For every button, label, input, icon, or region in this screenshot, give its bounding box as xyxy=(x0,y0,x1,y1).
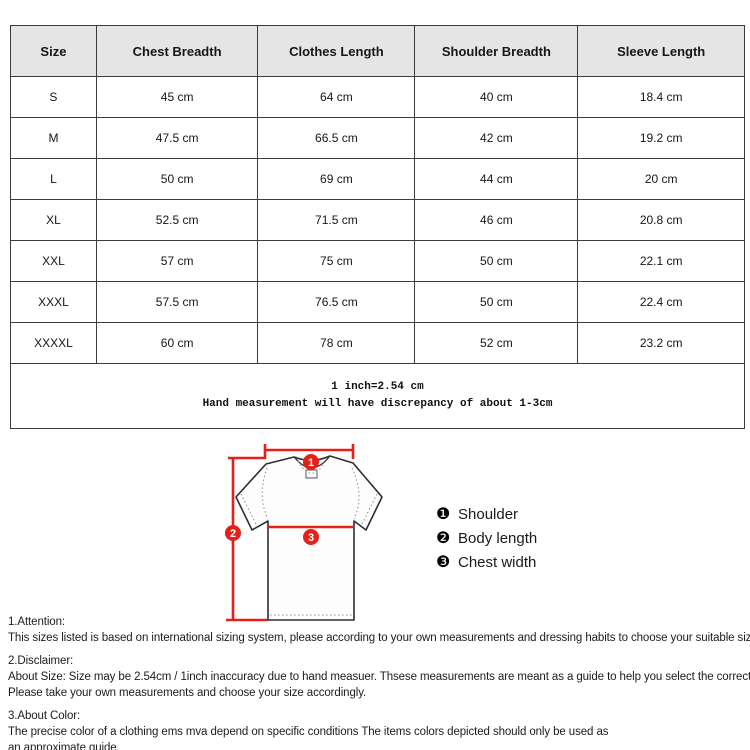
column-header-sleeve: Sleeve Length xyxy=(577,25,745,77)
length-cell: 71.5 cm xyxy=(257,199,416,241)
marker-body-length: 2 xyxy=(225,525,241,541)
column-header-chest: Chest Breadth xyxy=(95,25,259,77)
note-title: 2.Disclaimer: xyxy=(8,655,74,667)
shoulder-measure-line xyxy=(263,444,355,459)
sleeve-cell: 20 cm xyxy=(577,158,745,200)
chest-cell: 52.5 cm xyxy=(95,199,259,241)
note-disclaimer: 2.Disclaimer: About Size: Size may be 2.… xyxy=(8,653,750,701)
shoulder-cell: 46 cm xyxy=(414,199,579,241)
legend-label: Shoulder xyxy=(458,506,519,523)
note-line: an approximate guide. xyxy=(8,742,120,750)
table-row: XXXL 57.5 cm 76.5 cm 50 cm 22.4 cm xyxy=(10,281,745,323)
note-about-color: 3.About Color: The precise color of a cl… xyxy=(8,708,750,750)
svg-text:3: 3 xyxy=(308,532,314,544)
length-cell: 76.5 cm xyxy=(257,281,416,323)
table-row: XL 52.5 cm 71.5 cm 46 cm 20.8 cm xyxy=(10,199,745,241)
size-cell: L xyxy=(10,158,97,200)
sleeve-cell: 22.4 cm xyxy=(577,281,745,323)
measure-markers: 1 2 3 xyxy=(225,454,319,545)
table-row: S 45 cm 64 cm 40 cm 18.4 cm xyxy=(10,76,745,118)
chest-cell: 50 cm xyxy=(95,158,259,200)
column-header-shoulder: Shoulder Breadth xyxy=(414,25,579,77)
size-cell: XL xyxy=(10,199,97,241)
legend-label: Body length xyxy=(458,530,538,547)
length-cell: 75 cm xyxy=(257,240,416,282)
shoulder-cell: 44 cm xyxy=(414,158,579,200)
circled-two-icon: ❷ xyxy=(436,530,451,547)
marker-chest-width: 3 xyxy=(303,529,319,545)
table-row: XXXXL 60 cm 78 cm 52 cm 23.2 cm xyxy=(10,322,745,364)
size-cell: XXXXL xyxy=(10,322,97,364)
table-footnote-row: 1 inch=2.54 cm Hand measurement will hav… xyxy=(10,363,745,429)
shoulder-cell: 42 cm xyxy=(414,117,579,159)
chest-cell: 57.5 cm xyxy=(95,281,259,323)
legend-item-body-length: ❷ Body length xyxy=(436,527,537,551)
note-line: The precise color of a clothing ems mva … xyxy=(8,726,609,738)
length-cell: 66.5 cm xyxy=(257,117,416,159)
size-cell: M xyxy=(10,117,97,159)
size-cell: S xyxy=(10,76,97,118)
shoulder-cell: 50 cm xyxy=(414,240,579,282)
diagram-legend: ❶ Shoulder ❷ Body length ❸ Chest width xyxy=(436,503,537,575)
table-row: M 47.5 cm 66.5 cm 42 cm 19.2 cm xyxy=(10,117,745,159)
svg-text:1: 1 xyxy=(308,457,314,469)
column-header-size: Size xyxy=(10,25,97,77)
size-table: Size Chest Breadth Clothes Length Should… xyxy=(10,25,745,429)
tshirt-measurement-diagram: 1 2 3 xyxy=(225,444,383,622)
sleeve-cell: 22.1 cm xyxy=(577,240,745,282)
note-line: This sizes listed is based on internatio… xyxy=(8,632,750,644)
note-title: 3.About Color: xyxy=(8,710,81,722)
legend-label: Chest width xyxy=(458,554,537,571)
chest-cell: 57 cm xyxy=(95,240,259,282)
marker-shoulder: 1 xyxy=(303,454,319,470)
stitch-lines xyxy=(240,459,378,616)
size-cell: XXXL xyxy=(10,281,97,323)
note-line: Please take your own measurements and ch… xyxy=(8,687,367,699)
note-title: 1.Attention: xyxy=(8,616,65,628)
note-attention: 1.Attention: This sizes listed is based … xyxy=(8,614,750,646)
sleeve-cell: 18.4 cm xyxy=(577,76,745,118)
sleeve-cell: 20.8 cm xyxy=(577,199,745,241)
chest-cell: 47.5 cm xyxy=(95,117,259,159)
table-row: XXL 57 cm 75 cm 50 cm 22.1 cm xyxy=(10,240,745,282)
table-row: L 50 cm 69 cm 44 cm 20 cm xyxy=(10,158,745,200)
note-line: About Size: Size may be 2.54cm / 1inch i… xyxy=(8,671,750,683)
notes-section: 1.Attention: This sizes listed is based … xyxy=(8,614,750,750)
size-cell: XXL xyxy=(10,240,97,282)
sleeve-cell: 23.2 cm xyxy=(577,322,745,364)
circled-three-icon: ❸ xyxy=(436,554,451,571)
shoulder-cell: 52 cm xyxy=(414,322,579,364)
circled-one-icon: ❶ xyxy=(436,506,451,523)
table-footnote-cell: 1 inch=2.54 cm Hand measurement will hav… xyxy=(10,363,745,429)
length-cell: 64 cm xyxy=(257,76,416,118)
chest-cell: 60 cm xyxy=(95,322,259,364)
column-header-clothes-length: Clothes Length xyxy=(257,25,416,77)
hand-measurement-note: Hand measurement will have discrepancy o… xyxy=(202,398,553,410)
table-header-row: Size Chest Breadth Clothes Length Should… xyxy=(10,25,745,77)
chest-cell: 45 cm xyxy=(95,76,259,118)
length-cell: 78 cm xyxy=(257,322,416,364)
inch-conversion-note: 1 inch=2.54 cm xyxy=(331,381,424,393)
legend-item-chest-width: ❸ Chest width xyxy=(436,551,537,575)
legend-item-shoulder: ❶ Shoulder xyxy=(436,503,537,527)
svg-text:2: 2 xyxy=(230,528,236,540)
shoulder-cell: 50 cm xyxy=(414,281,579,323)
sleeve-cell: 19.2 cm xyxy=(577,117,745,159)
length-cell: 69 cm xyxy=(257,158,416,200)
shoulder-cell: 40 cm xyxy=(414,76,579,118)
